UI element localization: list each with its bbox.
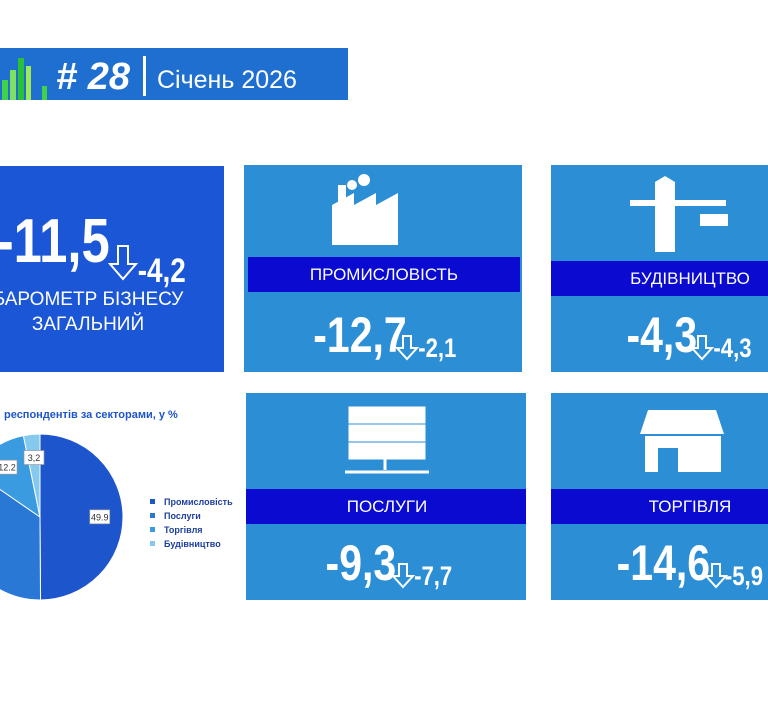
sector-name: ПРОМИСЛОВІСТЬ	[310, 265, 458, 284]
legend-label: Будівництво	[164, 539, 221, 549]
main-value: -11,5	[0, 207, 110, 276]
issue-date: Січень 2026	[157, 66, 297, 94]
sector-change: -2,1	[418, 334, 456, 364]
tile-industry: ПРОМИСЛОВІСТЬ -12,7 -2,1	[244, 165, 522, 372]
label-band	[246, 489, 526, 524]
data-label: 12.2	[0, 463, 16, 473]
issue-number: # 28	[56, 56, 131, 98]
legend-swatch	[150, 513, 155, 518]
legend-swatch	[150, 527, 155, 532]
chart-title: респондентів за секторами, у %	[4, 409, 178, 421]
main-label: ЗАГАЛЬНИЙ	[32, 313, 144, 335]
legend-label: Торгівля	[164, 525, 203, 535]
sector-value: -14,6	[617, 535, 710, 591]
down-arrow	[390, 563, 416, 589]
down-arrow	[689, 335, 715, 361]
tile-trade: ТОРГІВЛЯ -14,6 -5,9	[551, 393, 768, 600]
icon	[345, 406, 429, 474]
label-band	[551, 261, 768, 296]
sector-value: -12,7	[313, 307, 406, 363]
legend-swatch	[150, 541, 155, 546]
down-arrow	[703, 563, 729, 589]
pie-chart: 49.9 12.2 3,2 Промисловість Послуги Торгівля Б…	[0, 433, 233, 601]
icon	[640, 410, 724, 472]
separator	[143, 56, 146, 96]
sector-value: -9,3	[326, 535, 397, 591]
logo	[2, 58, 47, 100]
data-label: 3,2	[28, 453, 41, 463]
sector-name: БУДІВНИЦТВО	[630, 269, 750, 288]
header-banner	[0, 48, 348, 100]
label-band	[551, 489, 768, 524]
legend-label: Промисловість	[164, 497, 233, 507]
main-change: -4,2	[138, 251, 186, 289]
sector-name: ПОСЛУГИ	[347, 497, 428, 516]
sector-value: -4,3	[626, 307, 697, 363]
label-box	[0, 459, 18, 475]
tile-construction: БУДІВНИЦТВО -4,3 -4,3	[551, 165, 768, 372]
sector-name: ТОРГІВЛЯ	[649, 497, 732, 516]
label-box	[23, 450, 45, 465]
pie-slice	[0, 488, 42, 601]
main-tile	[0, 166, 224, 372]
icon	[332, 185, 398, 245]
pie-slice	[39, 433, 124, 601]
sector-change: -5,9	[725, 562, 763, 592]
down-arrow	[107, 245, 139, 281]
down-arrow	[394, 335, 420, 361]
legend-label: Послуги	[164, 511, 201, 521]
sector-change: -4,3	[713, 334, 751, 364]
label-box	[89, 509, 111, 525]
icon	[630, 176, 728, 252]
pie-slice	[0, 435, 41, 519]
data-label: 49.9	[91, 512, 109, 522]
main-label: БАРОМЕТР БІЗНЕСУ	[0, 289, 184, 310]
legend-swatch	[150, 499, 155, 504]
tile-services: ПОСЛУГИ -9,3 -7,7	[246, 393, 526, 600]
label-band	[248, 257, 520, 292]
sector-change: -7,7	[414, 562, 452, 592]
